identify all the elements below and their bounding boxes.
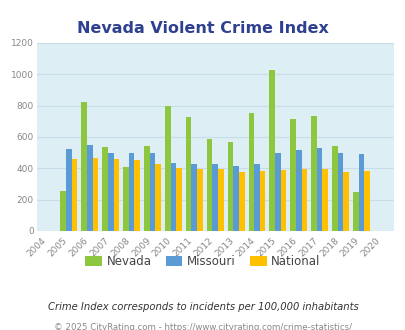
Bar (191, 164, 196, 231)
Bar (363, 172, 369, 231)
Bar (134, 160, 140, 231)
Bar (269, 70, 274, 231)
Bar (290, 119, 295, 231)
Bar (113, 159, 119, 231)
Bar (170, 163, 176, 231)
Bar (123, 167, 128, 231)
Bar (72, 159, 77, 231)
Bar (254, 164, 259, 231)
Bar (206, 139, 212, 231)
Bar (274, 153, 280, 231)
Bar (358, 154, 363, 231)
Bar (227, 143, 233, 231)
Bar (280, 170, 286, 231)
Bar (217, 169, 223, 231)
Bar (343, 172, 348, 231)
Bar (196, 169, 202, 231)
Bar (322, 169, 327, 231)
Bar (233, 166, 238, 231)
Bar (352, 192, 358, 231)
Bar (185, 116, 191, 231)
Bar (212, 164, 217, 231)
Bar (164, 106, 170, 231)
Bar (81, 103, 87, 231)
Bar (102, 147, 108, 231)
Bar (316, 148, 322, 231)
Bar (176, 168, 181, 231)
Bar (248, 114, 254, 231)
Bar (128, 152, 134, 231)
Bar (310, 116, 316, 231)
Bar (259, 172, 265, 231)
Bar (295, 150, 301, 231)
Bar (87, 145, 92, 231)
Bar (149, 153, 155, 231)
Bar (337, 152, 343, 231)
Bar (92, 158, 98, 231)
Bar (155, 164, 160, 231)
Bar (66, 149, 72, 231)
Legend: Nevada, Missouri, National: Nevada, Missouri, National (81, 250, 324, 273)
Bar (108, 152, 113, 231)
Text: Nevada Violent Crime Index: Nevada Violent Crime Index (77, 21, 328, 36)
Text: © 2025 CityRating.com - https://www.cityrating.com/crime-statistics/: © 2025 CityRating.com - https://www.city… (54, 323, 351, 330)
Bar (301, 169, 307, 231)
Text: Crime Index corresponds to incidents per 100,000 inhabitants: Crime Index corresponds to incidents per… (47, 302, 358, 312)
Bar (60, 191, 66, 231)
Bar (144, 147, 149, 231)
Bar (331, 146, 337, 231)
Bar (238, 172, 244, 231)
